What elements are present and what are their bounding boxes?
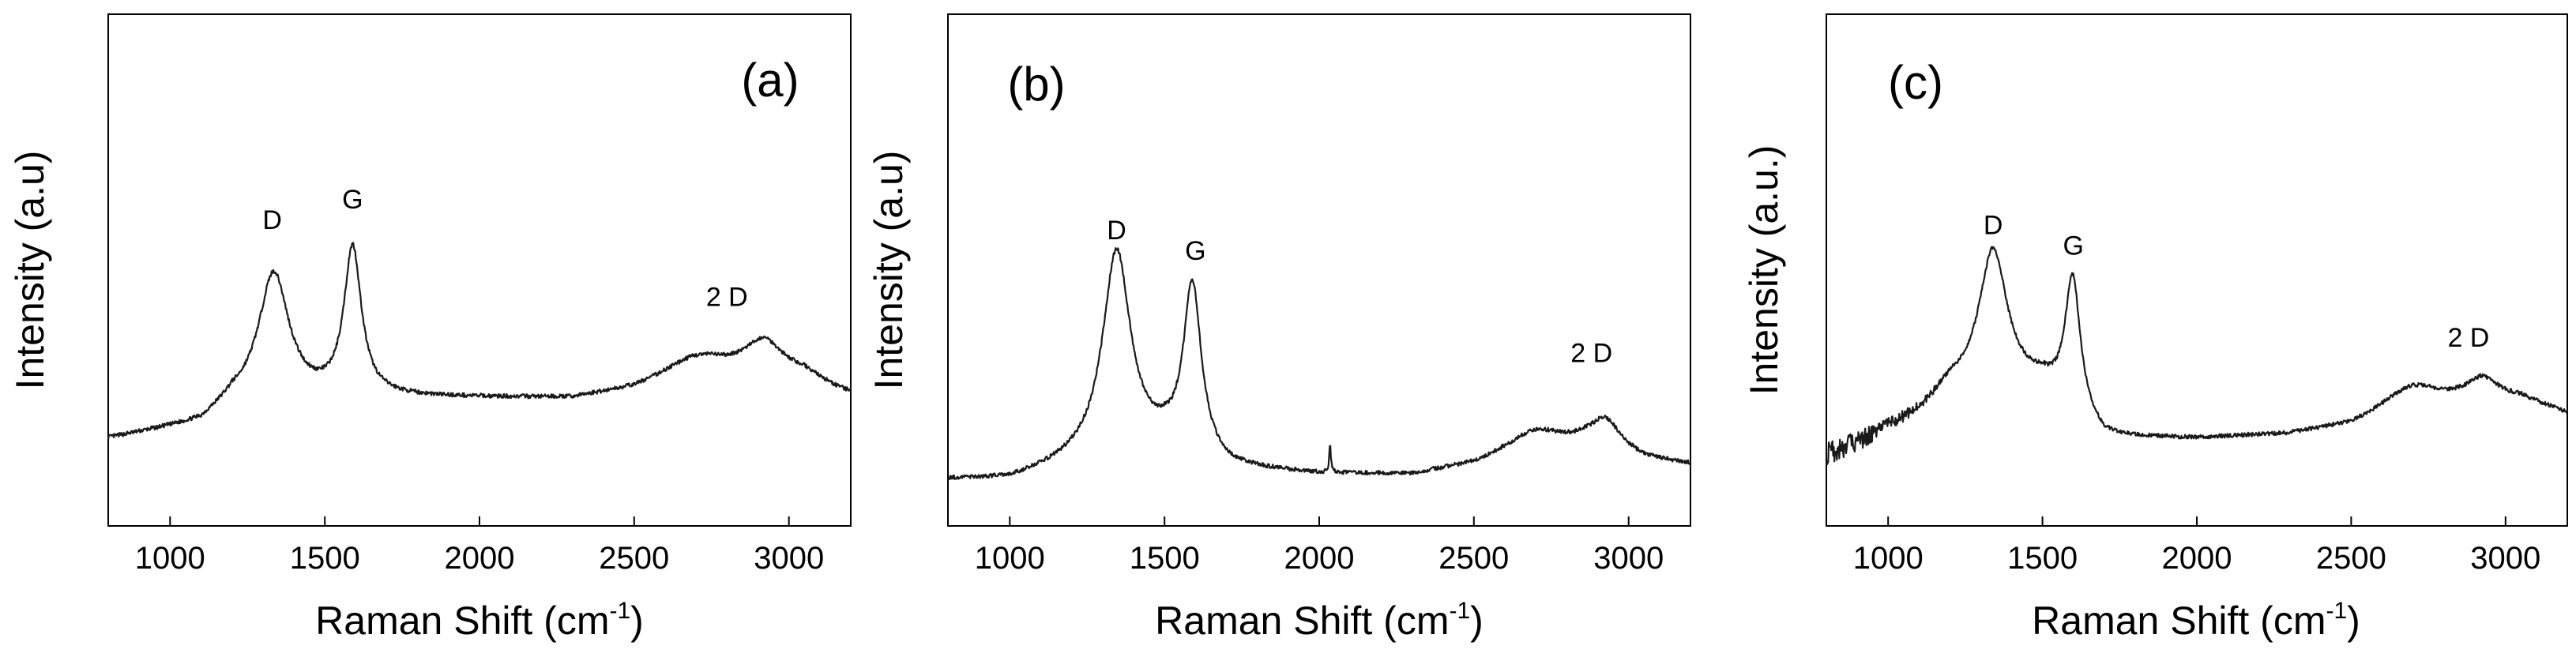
panel-label-a: (a) (741, 54, 799, 107)
x-tick-label-a-2500: 2500 (599, 541, 669, 576)
peak-label-c-2d: 2 D (2447, 323, 2489, 353)
peak-label-b-2d: 2 D (1570, 339, 1612, 369)
plot-frame-a (107, 13, 852, 527)
peak-label-b-d: D (1107, 216, 1126, 246)
x-axis-label-c-sup: -1 (2326, 598, 2347, 624)
panel-label-c: (c) (1888, 56, 1943, 109)
x-axis-label-a-end: ) (630, 599, 644, 643)
spectrum-a (107, 242, 852, 440)
x-tick-label-a-1000: 1000 (135, 541, 205, 576)
x-tick-labels-a: 1000 1500 2000 2500 3000 (135, 541, 824, 576)
panel-a: 1000 1500 2000 2500 3000 Raman Shift (cm… (8, 13, 852, 643)
x-tick-label-b-1000: 1000 (975, 541, 1045, 576)
x-tick-label-b-2000: 2000 (1284, 541, 1355, 576)
peak-label-a-d: D (262, 205, 282, 235)
y-axis-label-a: Intensity (a.u) (8, 151, 52, 390)
x-tick-labels-b: 1000 1500 2000 2500 3000 (975, 541, 1664, 576)
x-tick-label-c-1500: 1500 (2007, 541, 2078, 576)
x-axis-label-b: Raman Shift (cm-1) (1155, 598, 1484, 643)
x-tick-label-c-2500: 2500 (2316, 541, 2386, 576)
x-axis-label-c-end: ) (2347, 599, 2360, 643)
peak-label-a-g: G (342, 185, 363, 215)
spectrum-b (947, 247, 1691, 481)
x-tick-label-a-3000: 3000 (754, 541, 824, 576)
x-tick-label-b-3000: 3000 (1593, 541, 1664, 576)
x-ticks-c (1887, 516, 2506, 526)
x-tick-label-c-2000: 2000 (2162, 541, 2232, 576)
x-tick-label-b-2500: 2500 (1438, 541, 1509, 576)
x-tick-label-c-1000: 1000 (1853, 541, 1924, 576)
x-axis-label-c: Raman Shift (cm-1) (2032, 598, 2360, 643)
x-tick-label-a-2000: 2000 (445, 541, 515, 576)
peak-label-a-2d: 2 D (706, 282, 748, 312)
y-axis-label-c: Intensity (a.u.) (1742, 145, 1786, 396)
x-axis-label-a-sup: -1 (609, 598, 630, 624)
peak-label-b-g: G (1185, 236, 1205, 266)
spectrum-c (1825, 246, 2569, 466)
x-ticks-b (1009, 516, 1630, 526)
x-tick-label-b-1500: 1500 (1130, 541, 1200, 576)
x-axis-label-b-end: ) (1470, 599, 1484, 643)
panel-c: 1000 1500 2000 2500 3000 Raman Shift (cm… (1742, 13, 2569, 643)
x-axis-label-c-main: Raman Shift (cm (2032, 599, 2326, 643)
x-axis-label-a: Raman Shift (cm-1) (315, 598, 644, 643)
x-axis-label-a-main: Raman Shift (cm (315, 599, 609, 643)
panel-b: 1000 1500 2000 2500 3000 Raman Shift (cm… (867, 13, 1691, 643)
panel-label-b: (b) (1007, 58, 1065, 111)
y-axis-label-b: Intensity (a.u) (867, 151, 911, 390)
x-axis-label-b-main: Raman Shift (cm (1155, 599, 1449, 643)
x-axis-label-b-sup: -1 (1449, 598, 1470, 624)
peak-label-c-d: D (1984, 211, 2003, 241)
x-tick-labels-c: 1000 1500 2000 2500 3000 (1853, 541, 2541, 576)
peak-label-c-g: G (2063, 231, 2083, 261)
x-tick-label-c-3000: 3000 (2470, 541, 2540, 576)
x-tick-label-a-1500: 1500 (290, 541, 360, 576)
x-ticks-a (169, 516, 790, 526)
